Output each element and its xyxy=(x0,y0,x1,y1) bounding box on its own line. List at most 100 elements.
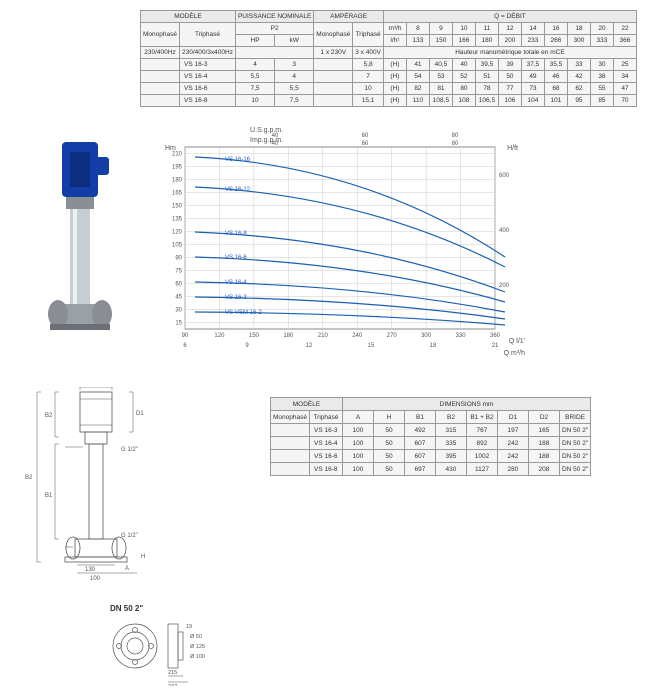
sub-mono: Monophasé xyxy=(141,23,180,47)
flow-cell: 8 xyxy=(406,23,429,35)
table-cell: 37,5 xyxy=(521,59,544,71)
table-cell: 242 xyxy=(497,450,528,463)
table-cell: 5,8 xyxy=(353,59,384,71)
table-cell xyxy=(314,95,353,107)
svg-text:210: 210 xyxy=(318,333,329,339)
table-cell: 607 xyxy=(404,437,435,450)
svg-text:150: 150 xyxy=(172,204,183,210)
svg-text:Ø 50: Ø 50 xyxy=(190,634,202,640)
svg-text:360: 360 xyxy=(490,333,501,339)
table-cell: 62 xyxy=(567,83,590,95)
table-cell: 33 xyxy=(567,59,590,71)
sub-kw: kW xyxy=(275,35,314,47)
hm-label: Hm xyxy=(165,145,176,152)
table-cell: 242 xyxy=(497,437,528,450)
table-cell: 492 xyxy=(404,424,435,437)
table-cell: 3 xyxy=(275,59,314,71)
svg-text:105: 105 xyxy=(172,243,183,249)
table-cell: VS 16-4 xyxy=(309,437,342,450)
table-header-cell: B2 xyxy=(435,411,466,424)
flow-cell: 233 xyxy=(521,35,544,47)
unit-lh: l/h¹ xyxy=(383,35,406,47)
table-cell: DN 50 2" xyxy=(559,450,590,463)
table-cell: 106,5 xyxy=(475,95,498,107)
dimensions-table: MODÈLE DIMENSIONS mm MonophaséTriphaséAH… xyxy=(270,397,591,476)
table-cell: (H) xyxy=(383,95,406,107)
table-cell: 208 xyxy=(528,463,559,476)
table-cell: (H) xyxy=(383,71,406,83)
hauteur: Hauteur manométrique totale en mCE xyxy=(383,47,636,59)
svg-text:VS 16-12: VS 16-12 xyxy=(225,187,251,193)
svg-text:90: 90 xyxy=(175,256,182,262)
svg-text:H: H xyxy=(141,554,145,560)
svg-text:60: 60 xyxy=(362,133,369,139)
table-cell: 54 xyxy=(406,71,429,83)
table-cell: 7,5 xyxy=(275,95,314,107)
flow-cell: 11 xyxy=(475,23,498,35)
table-cell xyxy=(314,59,353,71)
svg-text:18: 18 xyxy=(430,343,437,349)
flow-cell: 166 xyxy=(452,35,475,47)
table-cell: 1127 xyxy=(466,463,497,476)
flow-cell: 266 xyxy=(544,35,567,47)
table-cell: 7,5 xyxy=(235,83,274,95)
svg-text:75: 75 xyxy=(175,269,182,275)
svg-text:G 1/2": G 1/2" xyxy=(121,447,138,453)
svg-text:Ø 100: Ø 100 xyxy=(190,654,205,660)
table-cell xyxy=(271,424,310,437)
svg-text:B2: B2 xyxy=(25,475,33,481)
table-cell: 697 xyxy=(404,463,435,476)
svg-text:15: 15 xyxy=(175,321,182,327)
flow-cell: 200 xyxy=(498,35,521,47)
table-cell: VS 16-3 xyxy=(309,424,342,437)
table-header-cell: H xyxy=(373,411,404,424)
svg-text:60: 60 xyxy=(175,282,182,288)
table-cell xyxy=(271,463,310,476)
svg-text:Ø 125: Ø 125 xyxy=(190,644,205,650)
imp-label: Imp.g.p.m. xyxy=(250,137,283,144)
table-cell: 15,1 xyxy=(353,95,384,107)
table-cell: 395 xyxy=(435,450,466,463)
table-cell: 767 xyxy=(466,424,497,437)
flow-cell: 14 xyxy=(521,23,544,35)
table-cell: 70 xyxy=(613,95,636,107)
table-cell: 110 xyxy=(406,95,429,107)
svg-text:VS-VSM 16-2: VS-VSM 16-2 xyxy=(225,310,262,316)
unit-m3h: m³/h xyxy=(383,23,406,35)
table-cell: 188 xyxy=(528,450,559,463)
flange-drawing: 4 x Ø 18 4 x Ø 14 Ø 50 Ø 125 Ø 100 215 2… xyxy=(110,616,250,686)
table-cell: 40 xyxy=(452,59,475,71)
dim-hdr-modele: MODÈLE xyxy=(271,398,343,411)
table-cell: VS 16-6 xyxy=(179,83,235,95)
table-cell: 607 xyxy=(404,450,435,463)
table-cell: 1002 xyxy=(466,450,497,463)
svg-text:VS 16-8: VS 16-8 xyxy=(225,231,247,237)
svg-text:100: 100 xyxy=(90,576,101,582)
table-cell: DN 50 2" xyxy=(559,463,590,476)
table-cell: 100 xyxy=(342,437,373,450)
table-cell: 108,5 xyxy=(429,95,452,107)
table-cell: 4 xyxy=(275,71,314,83)
table-cell: 101 xyxy=(544,95,567,107)
table-cell: 100 xyxy=(342,424,373,437)
pump-illustration xyxy=(40,142,120,342)
svg-text:135: 135 xyxy=(172,217,183,223)
svg-text:215: 215 xyxy=(168,670,177,676)
table-cell: 197 xyxy=(497,424,528,437)
svg-text:VS 16-3: VS 16-3 xyxy=(225,295,247,301)
table-cell: 81 xyxy=(429,83,452,95)
hdr-debit: Q = DÉBIT xyxy=(383,11,636,23)
table-header-cell: Triphasé xyxy=(309,411,342,424)
usg-label: U.S.g.p.m. xyxy=(250,127,283,134)
svg-text:80: 80 xyxy=(452,133,459,139)
flow-cell: 10 xyxy=(452,23,475,35)
table-cell: 80 xyxy=(452,83,475,95)
svg-text:300: 300 xyxy=(421,333,432,339)
svg-text:130: 130 xyxy=(85,567,96,573)
table-cell xyxy=(271,437,310,450)
svg-text:D1: D1 xyxy=(136,411,144,417)
table-header-cell: B1 + B2 xyxy=(466,411,497,424)
table-header-cell: D2 xyxy=(528,411,559,424)
flow-cell: 16 xyxy=(544,23,567,35)
svg-text:B1: B1 xyxy=(45,493,53,499)
